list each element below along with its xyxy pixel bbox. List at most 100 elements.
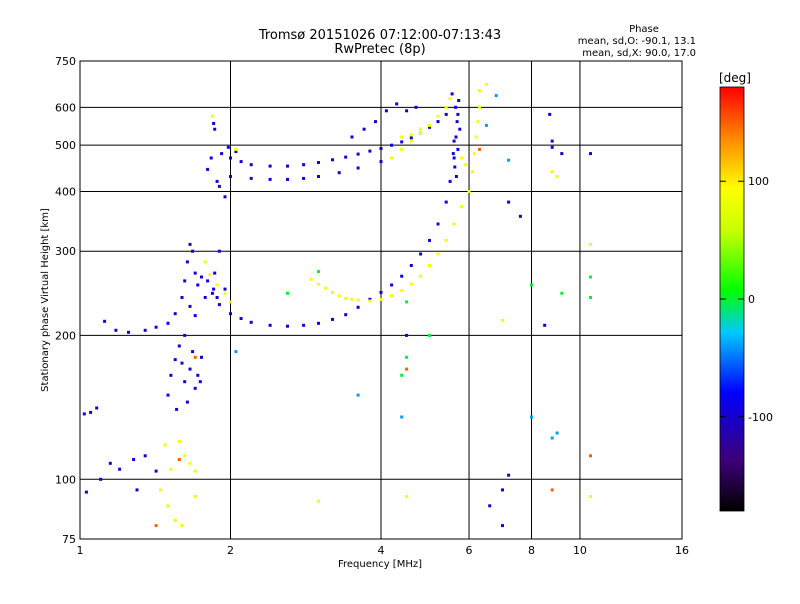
data-point [436, 222, 440, 226]
data-point [229, 300, 232, 304]
data-point [317, 161, 320, 164]
data-point [409, 136, 413, 140]
data-point [331, 290, 334, 294]
x-tick-label: 10 [573, 544, 587, 557]
x-tick-label: 2 [227, 544, 234, 557]
data-point [548, 112, 552, 116]
data-point [395, 102, 399, 106]
data-point [450, 92, 454, 96]
data-point [362, 127, 366, 131]
data-point [428, 238, 431, 242]
y-tick-label: 600 [55, 101, 76, 114]
data-point [456, 147, 460, 151]
data-point [337, 171, 341, 175]
data-point [132, 458, 136, 461]
data-point [180, 361, 184, 365]
plot-frame [79, 60, 683, 540]
colorbar-tick-label: -100 [748, 411, 773, 424]
colorbar-ticks: 100 0 -100 [720, 175, 773, 424]
data-point [428, 123, 431, 127]
data-point [436, 252, 440, 256]
data-point [268, 177, 272, 181]
data-point [198, 380, 202, 384]
y-axis-ticks: 75 100 200 300 400 500 600 750 [55, 55, 76, 546]
data-point [206, 167, 210, 171]
data-point [286, 164, 289, 168]
data-point [518, 214, 522, 218]
data-point [169, 467, 173, 471]
data-point [405, 355, 409, 359]
data-point [448, 179, 452, 183]
x-tick-label: 8 [528, 544, 535, 557]
data-point [183, 333, 187, 337]
data-point [356, 152, 360, 156]
data-point [400, 415, 404, 419]
data-point [530, 415, 533, 419]
x-tick-label: 4 [378, 544, 385, 557]
data-point [368, 149, 372, 153]
data-point [400, 147, 404, 151]
data-point [127, 330, 130, 334]
data-point [484, 123, 488, 127]
data-point [166, 504, 170, 508]
data-point [501, 524, 504, 528]
data-point [589, 242, 592, 246]
data-point [457, 99, 461, 102]
data-point [208, 273, 212, 277]
data-point [203, 296, 207, 299]
data-point [550, 145, 554, 149]
data-point [173, 358, 177, 362]
data-point [456, 112, 460, 116]
data-point [530, 283, 533, 287]
data-point [239, 317, 243, 320]
data-point [212, 287, 216, 291]
data-point [379, 297, 383, 301]
data-point [400, 135, 404, 139]
data-point [203, 260, 207, 264]
data-point [501, 318, 504, 322]
data-point [183, 454, 187, 458]
data-point [317, 499, 320, 503]
data-point [379, 160, 383, 164]
data-point [89, 410, 93, 414]
plot-grid [80, 61, 682, 539]
x-tick-label: 1 [77, 544, 84, 557]
data-point [400, 274, 404, 278]
data-point [84, 490, 88, 494]
data-point [589, 454, 592, 458]
data-point [215, 283, 219, 287]
data-point [368, 299, 372, 303]
data-point [484, 82, 488, 86]
data-point [193, 314, 197, 318]
data-point [215, 296, 219, 299]
data-point [409, 139, 413, 143]
data-point [226, 145, 230, 149]
data-point [206, 279, 210, 283]
data-point [550, 488, 554, 492]
data-point [169, 373, 173, 377]
data-point [400, 140, 404, 144]
x-axis-ticks: 1 2 4 6 8 10 16 [77, 544, 690, 557]
data-point [405, 300, 409, 304]
phase-box-line-x: mean, sd,X: 90.0, 17.0 [582, 48, 696, 59]
data-point [589, 495, 592, 499]
data-point [350, 135, 354, 139]
data-point [454, 175, 458, 178]
data-point [82, 412, 86, 416]
colorbar-label: [deg] [719, 71, 751, 85]
colorbar-tick-label: 100 [748, 175, 769, 188]
data-point [405, 333, 409, 337]
data-point [344, 296, 348, 300]
data-point [215, 179, 219, 183]
data-point [286, 177, 289, 181]
data-point [356, 393, 360, 397]
data-point [390, 156, 394, 160]
data-point [234, 147, 238, 151]
data-point [154, 524, 158, 528]
data-point [95, 406, 99, 410]
data-point [154, 469, 158, 473]
colorbar-tick-label: 0 [748, 293, 755, 306]
data-point [555, 431, 559, 435]
data-point [286, 291, 289, 295]
y-axis-label: Stationary phase Virtual Height [km] [40, 208, 51, 392]
